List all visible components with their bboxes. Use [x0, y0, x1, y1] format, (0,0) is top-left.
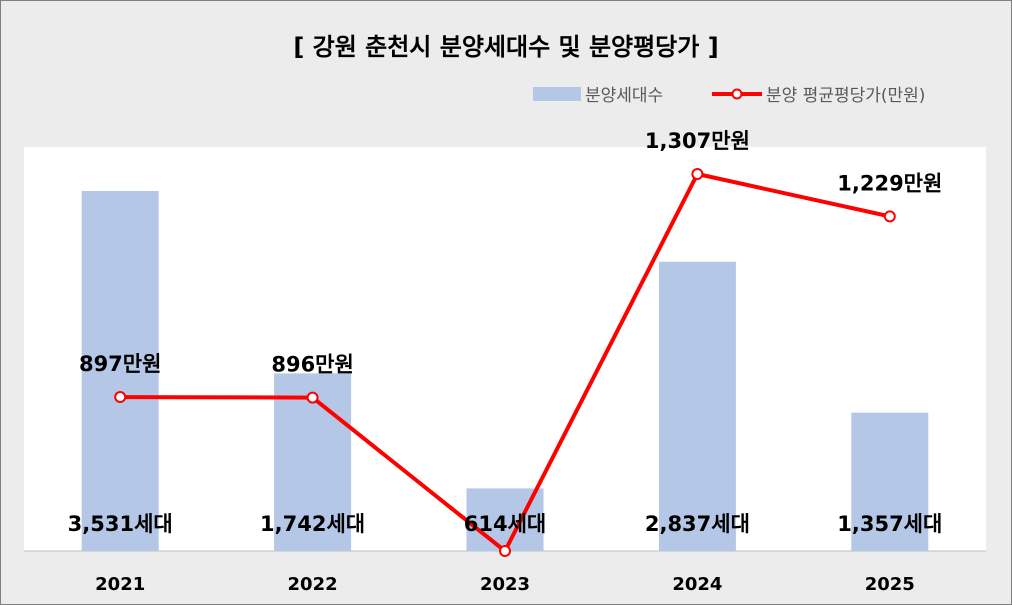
line-label-2025: 1,229만원: [837, 171, 942, 195]
legend-label-bar: 분양세대수: [585, 86, 663, 106]
line-point-2021: [114, 391, 127, 404]
data-labels: 3,531세대 1,742세대 614세대 2,837세대 1,357세대 897만원 89…: [68, 129, 943, 536]
line-series: [114, 168, 896, 557]
legend-swatch-marker: [731, 88, 743, 100]
legend-swatch-bar: [533, 87, 581, 101]
line-point-2023: [499, 545, 511, 557]
chart-title: [ 강원 춘천시 분양세대수 및 분양평당가 ]: [293, 33, 718, 61]
bar-label-2022: 1,742세대: [260, 512, 365, 536]
bar-label-2025: 1,357세대: [837, 512, 942, 536]
line-point-2024: [691, 168, 704, 180]
legend: 분양세대수 분양 평균평당가(만원): [533, 86, 925, 106]
x-tick-2021: 2021: [95, 574, 145, 595]
plot-area: [24, 147, 986, 551]
bar-label-2021: 3,531세대: [68, 512, 173, 536]
bar-series: [81, 191, 929, 551]
line-point-2022: [306, 391, 319, 404]
legend-label-line: 분양 평균평당가(만원): [766, 86, 925, 106]
bar-2024: [658, 261, 736, 551]
bar-label-2024: 2,837세대: [645, 512, 750, 536]
line-label-2024: 1,307만원: [645, 129, 750, 153]
line-point-2025: [883, 210, 896, 223]
line-label-2021: 897만원: [79, 352, 161, 376]
x-tick-2025: 2025: [865, 574, 915, 595]
bar-2021: [81, 191, 159, 551]
line-label-2022: 896만원: [271, 353, 353, 377]
bar-2025: [851, 412, 929, 551]
x-tick-2023: 2023: [480, 574, 530, 595]
x-axis-ticks: 2021 2022 2023 2024 2025: [95, 574, 915, 595]
x-tick-2022: 2022: [288, 574, 338, 595]
bar-label-2023: 614세대: [464, 512, 546, 536]
x-tick-2024: 2024: [672, 574, 722, 595]
